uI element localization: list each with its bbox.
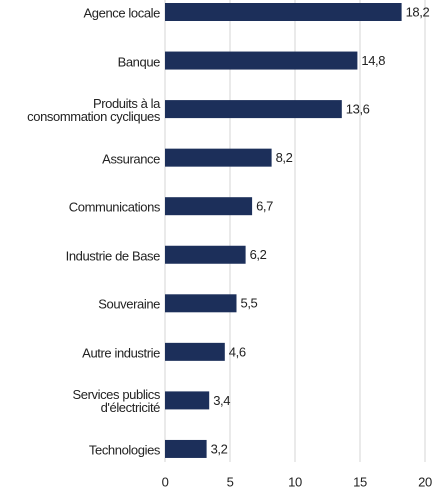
x-tick-label: 10: [288, 474, 302, 489]
category-label: Souveraine: [98, 296, 160, 312]
value-label: 8,2: [276, 150, 293, 165]
category-label: Technologies: [88, 442, 160, 458]
value-label: 18,2: [406, 4, 430, 19]
category-label: Autre industrie: [82, 345, 160, 361]
category-label: Industrie de Base: [65, 248, 161, 264]
bar: [165, 100, 342, 119]
bar: [165, 245, 246, 264]
bar: [165, 342, 225, 361]
value-label: 14,8: [361, 53, 385, 68]
value-label: 6,7: [256, 199, 273, 214]
value-label: 6,2: [250, 247, 267, 262]
x-tick-label: 5: [227, 474, 234, 489]
bar: [165, 3, 402, 21]
category-label: Assurance: [102, 151, 160, 167]
value-label: 13,6: [346, 102, 370, 117]
x-tick-label: 15: [353, 474, 367, 489]
value-label: 5,5: [241, 296, 258, 311]
category-label: Communications: [68, 199, 161, 215]
bar: [165, 391, 210, 410]
category-label: Produits à la consommation cycliques: [27, 96, 160, 125]
bar: [165, 197, 253, 216]
bar: [165, 148, 272, 167]
category-label: Agence locale: [83, 5, 161, 21]
value-label: 4,6: [229, 344, 246, 359]
category-label: Services publics d'électricité: [72, 387, 160, 416]
x-tick-label: 0: [162, 474, 169, 489]
x-tick-label: 20: [418, 474, 432, 489]
category-label: Banque: [117, 54, 161, 70]
value-label: 3,2: [211, 441, 228, 456]
value-label: 3,4: [213, 393, 230, 408]
bar: [165, 51, 358, 70]
bar: [165, 439, 207, 458]
bar: [165, 294, 237, 313]
